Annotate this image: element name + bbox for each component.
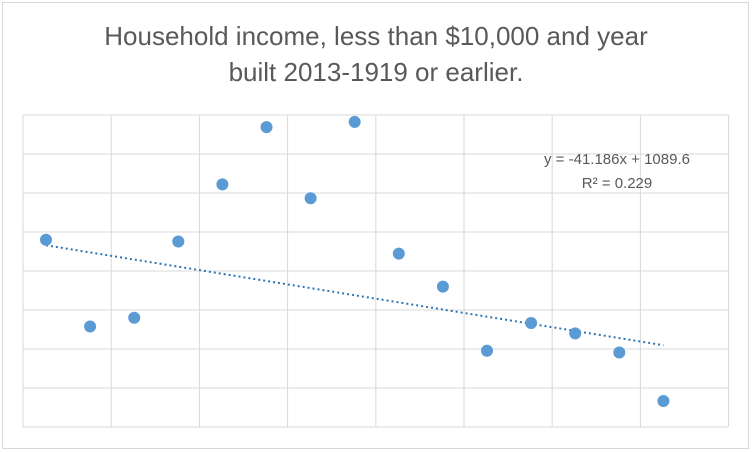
data-point: [84, 320, 97, 333]
data-point: [657, 395, 670, 407]
data-point: [216, 178, 229, 191]
data-point: [569, 327, 582, 340]
chart-title-line-1: Household income, less than $10,000 and …: [104, 21, 648, 51]
data-point: [40, 233, 52, 246]
data-point: [525, 317, 538, 329]
chart-title: Household income, less than $10,000 and …: [0, 18, 752, 90]
data-point: [128, 311, 141, 324]
trendline-r-squared: R² = 0.229: [582, 175, 652, 192]
trendline: [45, 244, 664, 347]
data-point: [392, 247, 405, 260]
data-point: [436, 280, 449, 293]
data-point: [613, 346, 626, 359]
data-points: [40, 115, 670, 407]
data-point: [260, 121, 273, 134]
gridlines: [22, 114, 730, 428]
trendline-equation: y = -41.186x + 1089.6: [544, 151, 690, 168]
chart-title-line-2: built 2013-1919 or earlier.: [228, 57, 524, 87]
data-point: [348, 115, 361, 128]
data-point: [481, 344, 493, 357]
data-point: [172, 235, 185, 248]
trendline-layer: [45, 244, 664, 347]
data-point: [304, 192, 317, 205]
